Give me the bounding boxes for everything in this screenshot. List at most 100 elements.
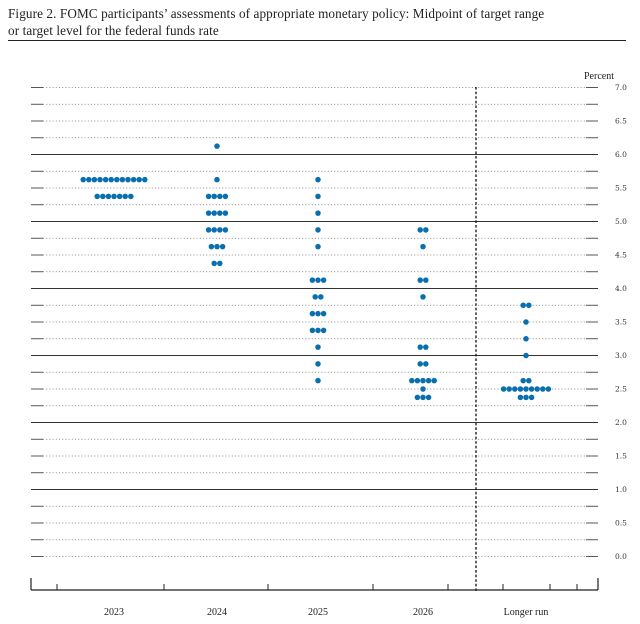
participant-dot <box>417 361 423 367</box>
y-tick-label: 3.0 <box>615 351 627 360</box>
participant-dot <box>534 386 540 392</box>
gridlines <box>31 87 598 592</box>
participant-dot <box>420 377 426 384</box>
participant-dot <box>222 193 229 200</box>
y-tick-label: 4.5 <box>615 251 627 260</box>
participant-dot <box>214 243 220 250</box>
participant-dot <box>423 344 429 350</box>
participant-dots <box>80 143 552 401</box>
participant-dot <box>211 227 217 233</box>
participant-dot <box>217 193 223 200</box>
x-axis-label: 2025 <box>308 607 328 618</box>
participant-dot <box>425 394 432 401</box>
participant-dot <box>315 277 321 283</box>
x-axis-label: 2026 <box>413 607 433 618</box>
participant-dot <box>208 243 215 250</box>
y-axis-unit-label: Percent <box>584 71 614 82</box>
participant-dot <box>320 310 327 317</box>
participant-dot <box>136 176 142 183</box>
participant-dot <box>315 176 321 183</box>
participant-dot <box>423 277 429 283</box>
participant-dot <box>315 227 321 233</box>
participant-dot <box>320 277 327 283</box>
x-axis-labels: 2023 2024 2025 2026 Longer run <box>104 607 548 618</box>
participant-dot <box>320 327 327 334</box>
participant-dot <box>122 193 128 200</box>
participant-dot <box>423 361 429 367</box>
participant-dot <box>119 176 126 183</box>
participant-dot <box>528 386 535 392</box>
participant-dot <box>315 310 321 317</box>
y-tick-label: 1.5 <box>615 452 627 461</box>
participant-dot <box>417 277 423 283</box>
participant-dot <box>420 243 426 250</box>
participant-dot <box>97 176 103 183</box>
x-axis-label: 2023 <box>104 607 124 618</box>
participant-dot <box>309 327 316 334</box>
y-tick-label: 5.5 <box>615 184 627 193</box>
participant-dot <box>520 377 526 384</box>
participant-dot <box>205 210 212 216</box>
participant-dot <box>217 210 223 216</box>
participant-dot <box>217 227 223 233</box>
participant-dot <box>105 193 112 200</box>
figure-title: Figure 2. FOMC participants’ assessments… <box>8 5 632 39</box>
participant-dot <box>211 193 217 200</box>
y-tick-label: 2.5 <box>615 385 627 394</box>
participant-dot <box>420 386 426 392</box>
participant-dot <box>414 377 421 384</box>
participant-dot <box>205 227 212 233</box>
x-axis <box>30 578 599 591</box>
participant-dot <box>114 176 120 183</box>
x-axis-label: 2024 <box>207 607 227 618</box>
participant-dot <box>315 344 321 350</box>
y-tick-label: 7.0 <box>615 83 627 92</box>
participant-dot <box>102 176 109 183</box>
participant-dot <box>315 377 321 384</box>
participant-dot <box>417 227 423 233</box>
participant-dot <box>80 176 86 183</box>
participant-dot <box>420 294 426 300</box>
y-tick-label: 2.0 <box>615 418 627 427</box>
participant-dot <box>205 193 212 200</box>
figure-title-line-2: or target level for the federal funds ra… <box>8 23 219 38</box>
participant-dot <box>414 394 421 401</box>
participant-dot <box>222 227 229 233</box>
participant-dot <box>526 377 532 384</box>
participant-dot <box>211 210 217 216</box>
y-axis-tick-labels: 0.0 0.5 1.0 1.5 2.0 2.5 3.0 3.5 4.0 4.5 5.0 5.5 6.0 6… <box>615 83 627 561</box>
participant-dot <box>116 193 123 200</box>
participant-dot <box>111 193 117 200</box>
figure-title-line-1: Figure 2. FOMC participants’ assessments… <box>8 6 545 21</box>
participant-dot <box>425 377 432 384</box>
participant-dot <box>86 176 92 183</box>
participant-dot <box>420 394 426 401</box>
y-tick-label: 4.0 <box>615 284 627 293</box>
x-axis-label: Longer run <box>504 607 549 618</box>
participant-dot <box>318 294 324 300</box>
participant-dot <box>431 377 437 384</box>
y-tick-label: 5.0 <box>615 217 627 226</box>
participant-dot <box>108 176 114 183</box>
participant-dot <box>417 344 423 350</box>
participant-dot <box>545 386 552 392</box>
participant-dot <box>526 302 532 308</box>
participant-dot <box>219 243 226 250</box>
participant-dot <box>506 386 512 392</box>
participant-dot <box>500 386 507 392</box>
y-tick-label: 0.0 <box>615 552 627 561</box>
participant-dot <box>217 260 223 267</box>
participant-dot <box>94 193 100 200</box>
y-tick-label: 6.0 <box>615 150 627 159</box>
participant-dot <box>315 327 321 334</box>
participant-dot <box>517 394 524 401</box>
participant-dot <box>91 176 98 183</box>
participant-dot <box>523 352 529 359</box>
title-rule <box>8 40 626 41</box>
participant-dot <box>315 361 321 367</box>
participant-dot <box>523 336 529 342</box>
participant-dot <box>315 210 321 216</box>
participant-dot <box>523 319 529 325</box>
participant-dot <box>125 176 131 183</box>
